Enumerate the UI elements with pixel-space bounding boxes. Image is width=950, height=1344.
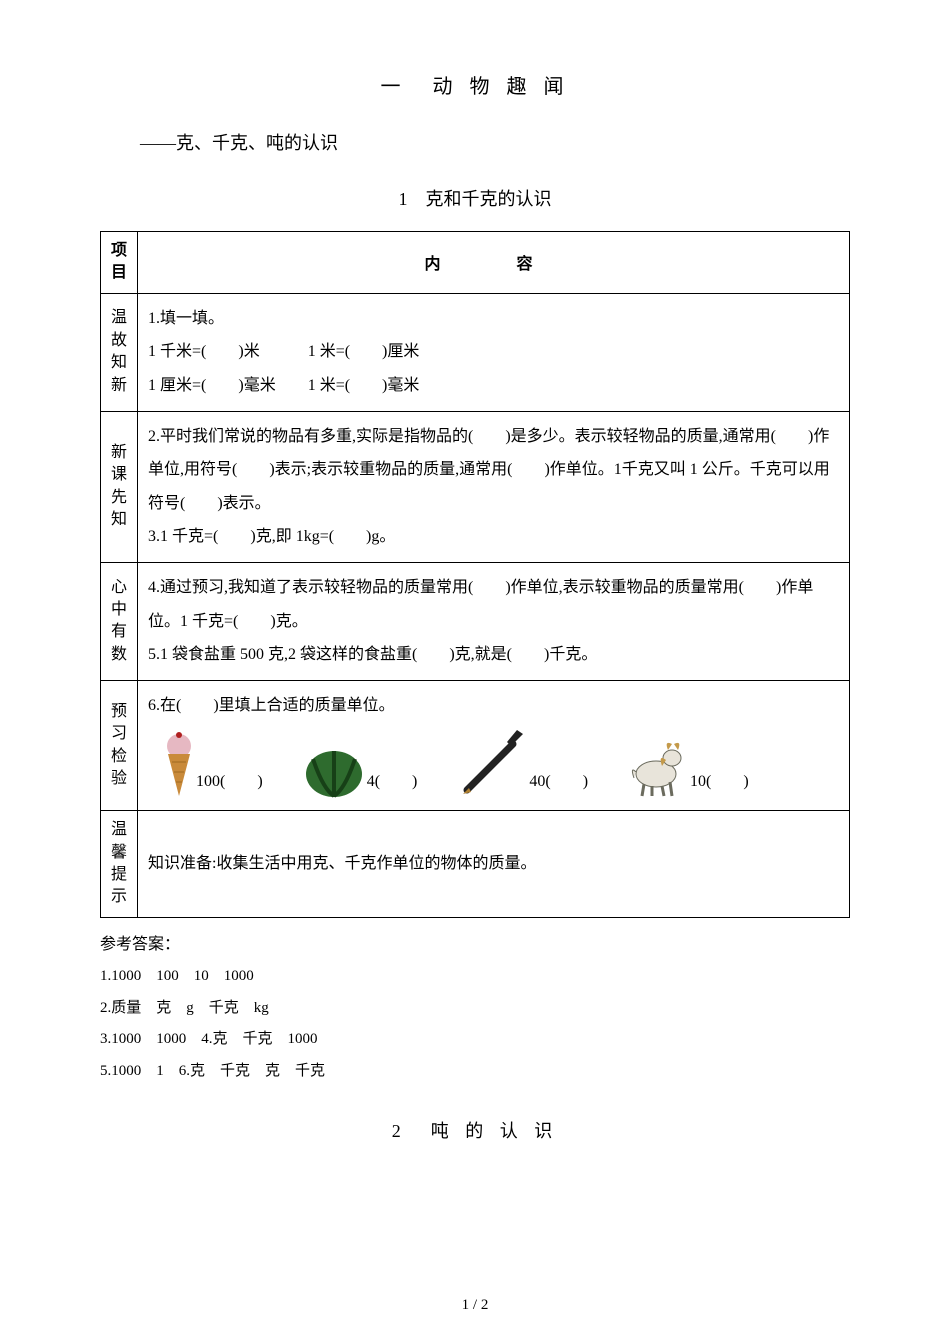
option-goat: 10( ): [628, 736, 749, 798]
row-content: 6.在( )里填上合适的质量单位。 100( ): [138, 680, 850, 811]
table-row: 温故知新 1.填一填。 1 千米=( )米 1 米=( )厘米 1 厘米=( )…: [101, 293, 850, 411]
line: 知识准备:收集生活中用克、千克作单位的物体的质量。: [148, 847, 839, 881]
option-icecream: 100( ): [164, 732, 263, 798]
chapter-title: 一 动 物 趣 闻: [100, 70, 850, 99]
option-value: 10( ): [690, 765, 749, 799]
option-pen: 40( ): [457, 728, 588, 798]
option-watermelon: 4( ): [303, 744, 418, 798]
table-row: 新课先知 2.平时我们常说的物品有多重,实际是指物品的( )是多少。表示较轻物品…: [101, 411, 850, 562]
line: 4.通过预习,我知道了表示较轻物品的质量常用( )作单位,表示较重物品的质量常用…: [148, 571, 839, 638]
row-content: 1.填一填。 1 千米=( )米 1 米=( )厘米 1 厘米=( )毫米 1 …: [138, 293, 850, 411]
answers-block: 参考答案： 1.1000 100 10 1000 2.质量 克 g 千克 kg …: [100, 928, 850, 1088]
goat-icon: [628, 736, 688, 798]
option-value: 40( ): [529, 765, 588, 799]
header-col-2: 内 容: [138, 232, 850, 294]
line: 1.填一填。: [148, 302, 839, 336]
worksheet-table: 项目 内 容 温故知新 1.填一填。 1 千米=( )米 1 米=( )厘米 1…: [100, 231, 850, 918]
line: 2.平时我们常说的物品有多重,实际是指物品的( )是多少。表示较轻物品的质量,通…: [148, 420, 839, 521]
line: 6.在( )里填上合适的质量单位。: [148, 689, 839, 723]
section-1-title: 1 克和千克的认识: [100, 185, 850, 211]
line: 3.1 千克=( )克,即 1kg=( )g。: [148, 520, 839, 554]
row-label: 预习检验: [101, 680, 138, 811]
table-row: 温馨提示 知识准备:收集生活中用克、千克作单位的物体的质量。: [101, 811, 850, 918]
row-label: 新课先知: [101, 411, 138, 562]
answer-line: 3.1000 1000 4.克 千克 1000: [100, 1024, 850, 1056]
option-value: 4( ): [367, 765, 418, 799]
table-header-row: 项目 内 容: [101, 232, 850, 294]
row-content: 知识准备:收集生活中用克、千克作单位的物体的质量。: [138, 811, 850, 918]
line: 5.1 袋食盐重 500 克,2 袋这样的食盐重( )克,就是( )千克。: [148, 638, 839, 672]
option-value: 100( ): [196, 765, 263, 799]
answer-line: 5.1000 1 6.克 千克 克 千克: [100, 1056, 850, 1088]
pen-icon: [457, 728, 527, 798]
row-label: 心中有数: [101, 562, 138, 680]
answer-line: 1.1000 100 10 1000: [100, 961, 850, 993]
watermelon-icon: [303, 744, 365, 798]
section-2-title: 2 吨 的 认 识: [100, 1117, 850, 1143]
line: 1 厘米=( )毫米 1 米=( )毫米: [148, 369, 839, 403]
table-row: 心中有数 4.通过预习,我知道了表示较轻物品的质量常用( )作单位,表示较重物品…: [101, 562, 850, 680]
image-option-row: 100( ) 4( ): [148, 722, 839, 802]
line: 1 千米=( )米 1 米=( )厘米: [148, 335, 839, 369]
table-row: 预习检验 6.在( )里填上合适的质量单位。 100( ): [101, 680, 850, 811]
page-number: 1 / 2: [0, 1297, 950, 1314]
header-col-1: 项目: [101, 232, 138, 294]
chapter-subtitle: ——克、千克、吨的认识: [100, 129, 850, 155]
icecream-icon: [164, 732, 194, 798]
row-label: 温故知新: [101, 293, 138, 411]
answer-line: 2.质量 克 g 千克 kg: [100, 993, 850, 1025]
answers-title: 参考答案：: [100, 928, 850, 962]
row-content: 4.通过预习,我知道了表示较轻物品的质量常用( )作单位,表示较重物品的质量常用…: [138, 562, 850, 680]
row-label: 温馨提示: [101, 811, 138, 918]
row-content: 2.平时我们常说的物品有多重,实际是指物品的( )是多少。表示较轻物品的质量,通…: [138, 411, 850, 562]
